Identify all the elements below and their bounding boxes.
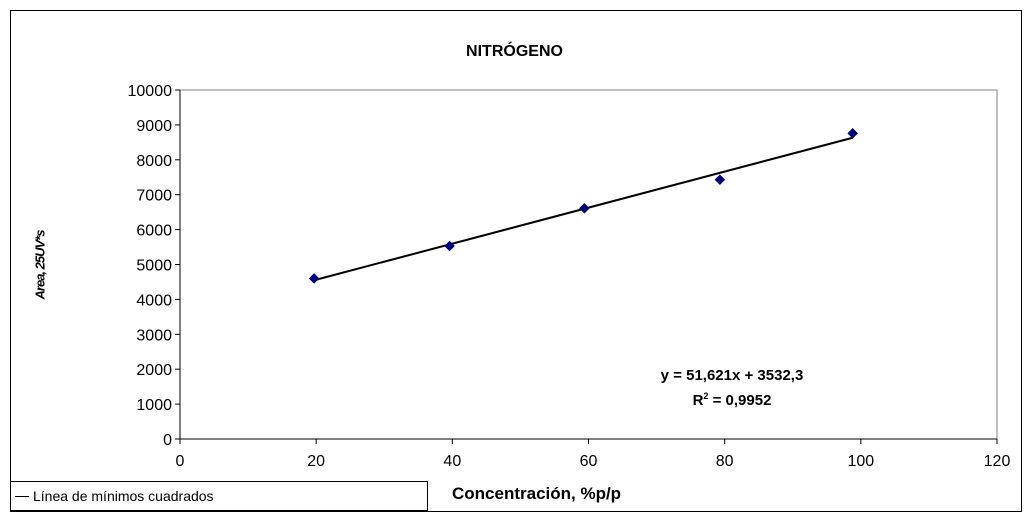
x-tick-label: 0 — [176, 453, 185, 470]
y-tick-label: 6000 — [136, 223, 172, 240]
trendline-equation: y = 51,621x + 3532,3 R2 = 0,9952 — [632, 365, 832, 411]
y-tick-label: 5000 — [136, 258, 172, 275]
legend-label: Línea de mínimos cuadrados — [33, 488, 214, 504]
legend-line-swatch — [15, 495, 29, 497]
x-tick-label: 100 — [847, 453, 874, 470]
y-tick-label: 4000 — [136, 292, 172, 309]
r2-value: = 0,9952 — [708, 392, 772, 409]
r2-prefix: R — [692, 392, 704, 409]
data-point — [847, 127, 859, 139]
x-tick-label: 120 — [984, 453, 1011, 470]
y-tick-label: 10000 — [128, 83, 173, 100]
y-tick-label: 7000 — [136, 188, 172, 205]
legend: Línea de mínimos cuadrados — [10, 481, 428, 511]
equation-line: y = 51,621x + 3532,3 — [660, 367, 804, 384]
data-point — [308, 273, 320, 284]
plot-border — [179, 89, 998, 440]
y-tick-label: 3000 — [136, 327, 172, 344]
data-point — [714, 174, 726, 186]
chart-area — [10, 10, 1022, 512]
x-tick-label: 20 — [307, 453, 325, 470]
y-axis-title: Area, 25UV*s — [32, 230, 48, 300]
x-axis-title: Concentración, %p/p — [452, 484, 622, 503]
x-tick-label: 80 — [716, 453, 734, 470]
data-point — [579, 202, 590, 214]
y-tick-label: 0 — [163, 432, 172, 449]
x-tick-label: 60 — [580, 453, 598, 470]
y-tick-label: 2000 — [136, 362, 172, 379]
y-tick-label: 8000 — [136, 153, 172, 170]
chart-title: NITRÓGENO — [466, 43, 563, 60]
y-tick-label: 9000 — [136, 118, 172, 135]
r2-exponent: 2 — [703, 391, 709, 401]
x-tick-label: 40 — [443, 453, 461, 470]
data-point — [444, 240, 455, 252]
y-tick-label: 1000 — [136, 397, 172, 414]
r-squared-line: R2 = 0,9952 — [632, 386, 832, 411]
